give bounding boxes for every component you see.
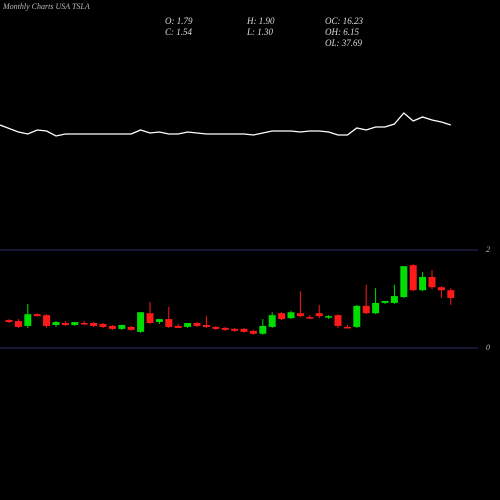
candle-body: [381, 300, 389, 303]
candle-body: [155, 319, 163, 323]
candle-body: [24, 314, 32, 326]
candle-body: [212, 326, 220, 329]
candle-body: [231, 328, 239, 331]
candle-body: [202, 324, 210, 327]
stat: OL: 37.69: [325, 38, 363, 48]
candle-body: [362, 305, 370, 314]
candle-body: [221, 327, 229, 330]
candle-body: [146, 313, 154, 324]
stat: OH: 6.15: [325, 27, 359, 37]
y-tick-label: 0: [486, 343, 490, 352]
candle-body: [306, 317, 314, 319]
candle-body: [165, 319, 173, 327]
candle-body: [334, 315, 342, 326]
candle-body: [390, 296, 398, 303]
candle-body: [52, 322, 60, 325]
candle-body: [419, 276, 427, 291]
candle-body: [447, 290, 455, 299]
candle-body: [14, 321, 22, 327]
candle-body: [287, 312, 295, 319]
y-tick-label: 2: [486, 245, 490, 254]
candle-body: [249, 330, 257, 334]
stat: H: 1.90: [246, 16, 275, 26]
candle-body: [61, 323, 69, 325]
candle-body: [353, 305, 361, 327]
stat: L: 1.30: [246, 27, 274, 37]
candle-body: [184, 323, 192, 327]
candle-body: [296, 313, 304, 317]
candle-body: [80, 323, 88, 325]
candle-body: [5, 320, 13, 323]
stat: O: 1.79: [165, 16, 193, 26]
candle-body: [343, 326, 351, 329]
candle-body: [428, 276, 436, 288]
chart-title: Monthly Charts USA TSLA: [2, 2, 90, 11]
candle-body: [315, 313, 323, 317]
candle-body: [240, 328, 248, 332]
candle-body: [400, 266, 408, 298]
candle-body: [127, 326, 135, 330]
candle-body: [268, 315, 276, 327]
candle-body: [174, 325, 182, 328]
candle-body: [259, 325, 267, 334]
candle-body: [278, 313, 286, 320]
candle-body: [43, 315, 51, 326]
candle-body: [33, 314, 41, 317]
candle-body: [71, 322, 79, 325]
stat: OC: 16.23: [325, 16, 363, 26]
candle-body: [90, 323, 98, 326]
stat: C: 1.54: [165, 27, 193, 37]
price-line: [0, 112, 451, 137]
candle-body: [118, 324, 126, 329]
candle-body: [193, 323, 201, 326]
candle-body: [437, 287, 445, 291]
candle-body: [372, 302, 380, 314]
candle-body: [325, 316, 333, 318]
candle-body: [137, 312, 145, 332]
candle-body: [409, 265, 417, 291]
candle-body: [99, 323, 107, 327]
candle-body: [108, 325, 116, 329]
